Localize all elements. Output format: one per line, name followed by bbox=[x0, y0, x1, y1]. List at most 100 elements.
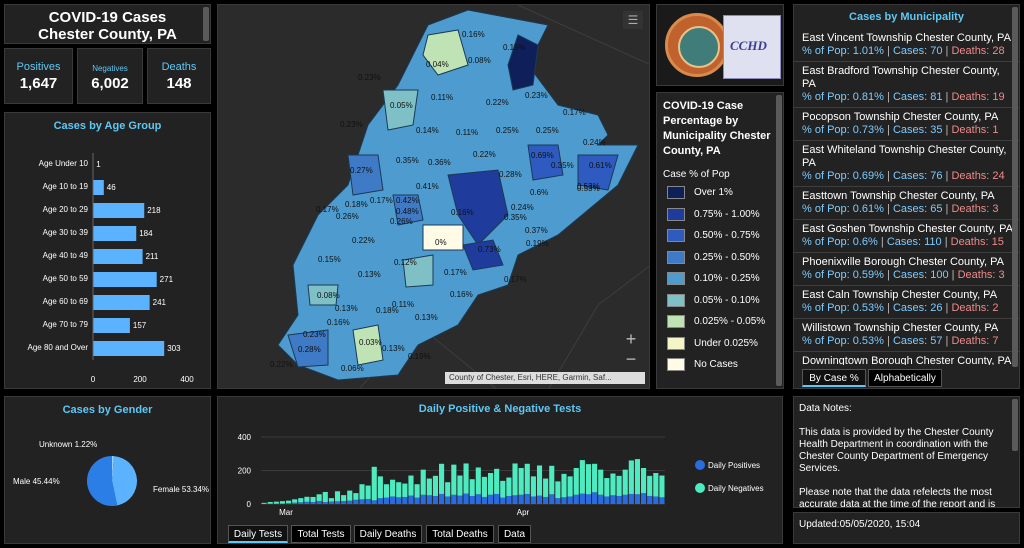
daily-positives-bar[interactable] bbox=[579, 493, 585, 504]
region-no-cases[interactable] bbox=[422, 224, 464, 251]
daily-negatives-bar[interactable] bbox=[500, 480, 506, 498]
daily-negatives-bar[interactable] bbox=[628, 460, 634, 494]
muni-list-item[interactable]: East Bradford Township Chester County, P… bbox=[794, 62, 1019, 108]
muni-list[interactable]: East Vincent Township Chester County, PA… bbox=[794, 29, 1019, 365]
daily-positives-bar[interactable] bbox=[322, 501, 328, 504]
daily-positives-bar[interactable] bbox=[506, 495, 512, 504]
age-bar[interactable] bbox=[93, 341, 165, 356]
daily-negatives-bar[interactable] bbox=[536, 465, 543, 496]
daily-positives-bar[interactable] bbox=[512, 495, 518, 504]
gender-pie-slice[interactable] bbox=[112, 456, 114, 481]
basemap-list-icon[interactable]: ☰ bbox=[623, 11, 643, 29]
daily-negatives-bar[interactable] bbox=[396, 482, 402, 498]
daily-negatives-bar[interactable] bbox=[328, 498, 334, 502]
age-bar[interactable] bbox=[93, 180, 104, 195]
daily-positives-bar[interactable] bbox=[420, 494, 426, 504]
daily-positives-bar[interactable] bbox=[536, 495, 543, 504]
age-bar[interactable] bbox=[93, 295, 150, 310]
muni-list-item[interactable]: Willistown Township Chester County, PA% … bbox=[794, 319, 1019, 352]
muni-list-item[interactable]: East Vincent Township Chester County, PA… bbox=[794, 29, 1019, 62]
daily-positives-bar[interactable] bbox=[561, 497, 567, 504]
municipality-map[interactable]: 0.16% 0.15% 0.04% 0.08% 0.23% 0.11% 0.22% 0.23%… bbox=[217, 4, 650, 389]
sort-by-case-tab[interactable]: By Case % bbox=[802, 369, 866, 387]
daily-negatives-bar[interactable] bbox=[279, 501, 285, 504]
daily-positives-bar[interactable] bbox=[402, 496, 408, 504]
daily-negatives-bar[interactable] bbox=[604, 478, 610, 497]
daily-positives-bar[interactable] bbox=[451, 494, 457, 504]
daily-negatives-bar[interactable] bbox=[359, 484, 365, 500]
daily-positives-bar[interactable] bbox=[432, 495, 439, 504]
daily-negatives-bar[interactable] bbox=[414, 484, 420, 498]
gender-pie-slice[interactable] bbox=[112, 456, 137, 506]
daily-positives-bar[interactable] bbox=[292, 502, 298, 504]
daily-negatives-bar[interactable] bbox=[634, 459, 641, 495]
daily-negatives-bar[interactable] bbox=[341, 495, 347, 501]
daily-negatives-bar[interactable] bbox=[451, 464, 457, 495]
daily-negatives-bar[interactable] bbox=[304, 496, 310, 502]
region-high-4[interactable] bbox=[462, 239, 504, 271]
daily-negatives-bar[interactable] bbox=[298, 498, 304, 503]
region-low-4[interactable] bbox=[307, 284, 339, 306]
gender-pie-slice[interactable] bbox=[86, 456, 118, 506]
daily-negatives-bar[interactable] bbox=[322, 491, 328, 502]
region-high-1[interactable] bbox=[447, 169, 509, 246]
daily-positives-bar[interactable] bbox=[328, 501, 334, 504]
daily-positives-bar[interactable] bbox=[285, 503, 292, 504]
daily-positives-bar[interactable] bbox=[316, 500, 322, 504]
muni-scrollbar[interactable] bbox=[1012, 7, 1018, 367]
daily-positives-bar[interactable] bbox=[310, 501, 316, 504]
daily-negatives-bar[interactable] bbox=[439, 463, 445, 494]
daily-negatives-bar[interactable] bbox=[267, 501, 273, 504]
region-mid-2[interactable] bbox=[392, 194, 424, 226]
daily-negatives-bar[interactable] bbox=[494, 468, 500, 494]
daily-negatives-bar[interactable] bbox=[622, 469, 628, 495]
daily-positives-bar[interactable] bbox=[475, 494, 481, 504]
daily-negatives-bar[interactable] bbox=[316, 494, 322, 501]
daily-positives-bar[interactable] bbox=[334, 501, 341, 504]
daily-positives-bar[interactable] bbox=[445, 496, 451, 504]
region-low-3[interactable] bbox=[352, 324, 384, 366]
daily-positives-bar[interactable] bbox=[518, 494, 524, 504]
daily-positives-bar[interactable] bbox=[573, 494, 579, 504]
legend-scrollbar[interactable] bbox=[776, 95, 782, 386]
daily-positives-bar[interactable] bbox=[549, 494, 555, 504]
daily-negatives-bar[interactable] bbox=[610, 473, 616, 496]
daily-positives-bar[interactable] bbox=[634, 494, 641, 504]
daily-negatives-bar[interactable] bbox=[481, 476, 487, 497]
region-low-2[interactable] bbox=[382, 89, 419, 131]
daily-negatives-bar[interactable] bbox=[285, 500, 292, 504]
daily-negatives-bar[interactable] bbox=[432, 475, 439, 496]
daily-negatives-bar[interactable] bbox=[426, 478, 432, 496]
muni-list-item[interactable]: Downingtown Borough Chester County, PA% … bbox=[794, 352, 1019, 365]
age-bar[interactable] bbox=[93, 272, 157, 287]
daily-positives-bar[interactable] bbox=[463, 493, 469, 504]
daily-negatives-bar[interactable] bbox=[457, 475, 463, 496]
daily-negatives-bar[interactable] bbox=[549, 465, 555, 495]
zoom-out-button[interactable]: − bbox=[625, 349, 637, 369]
daily-negatives-bar[interactable] bbox=[475, 467, 481, 495]
daily-positives-bar[interactable] bbox=[567, 496, 573, 504]
daily-positives-bar[interactable] bbox=[616, 495, 622, 504]
daily-positives-bar[interactable] bbox=[365, 498, 371, 504]
daily-positives-bar[interactable] bbox=[647, 495, 653, 504]
daily-negatives-bar[interactable] bbox=[518, 467, 524, 495]
daily-negatives-bar[interactable] bbox=[334, 491, 341, 502]
daily-negatives-bar[interactable] bbox=[653, 473, 659, 497]
daily-negatives-bar[interactable] bbox=[383, 484, 390, 498]
daily-negatives-bar[interactable] bbox=[420, 469, 426, 495]
daily-positives-bar[interactable] bbox=[347, 500, 353, 504]
region-low-north[interactable] bbox=[422, 29, 469, 76]
daily-positives-bar[interactable] bbox=[396, 497, 402, 504]
daily-positives-bar[interactable] bbox=[279, 503, 285, 504]
daily-negatives-bar[interactable] bbox=[598, 469, 604, 495]
daily-negatives-bar[interactable] bbox=[310, 496, 316, 502]
region-over-1pct[interactable] bbox=[507, 34, 539, 91]
daily-positives-bar[interactable] bbox=[414, 497, 420, 504]
daily-negatives-bar[interactable] bbox=[555, 481, 561, 499]
zoom-in-button[interactable]: + bbox=[625, 329, 637, 349]
daily-negatives-bar[interactable] bbox=[585, 464, 592, 495]
daily-positives-bar[interactable] bbox=[641, 493, 647, 504]
daily-negatives-bar[interactable] bbox=[390, 479, 396, 497]
daily-positives-bar[interactable] bbox=[592, 492, 598, 504]
daily-positives-bar[interactable] bbox=[610, 495, 616, 504]
